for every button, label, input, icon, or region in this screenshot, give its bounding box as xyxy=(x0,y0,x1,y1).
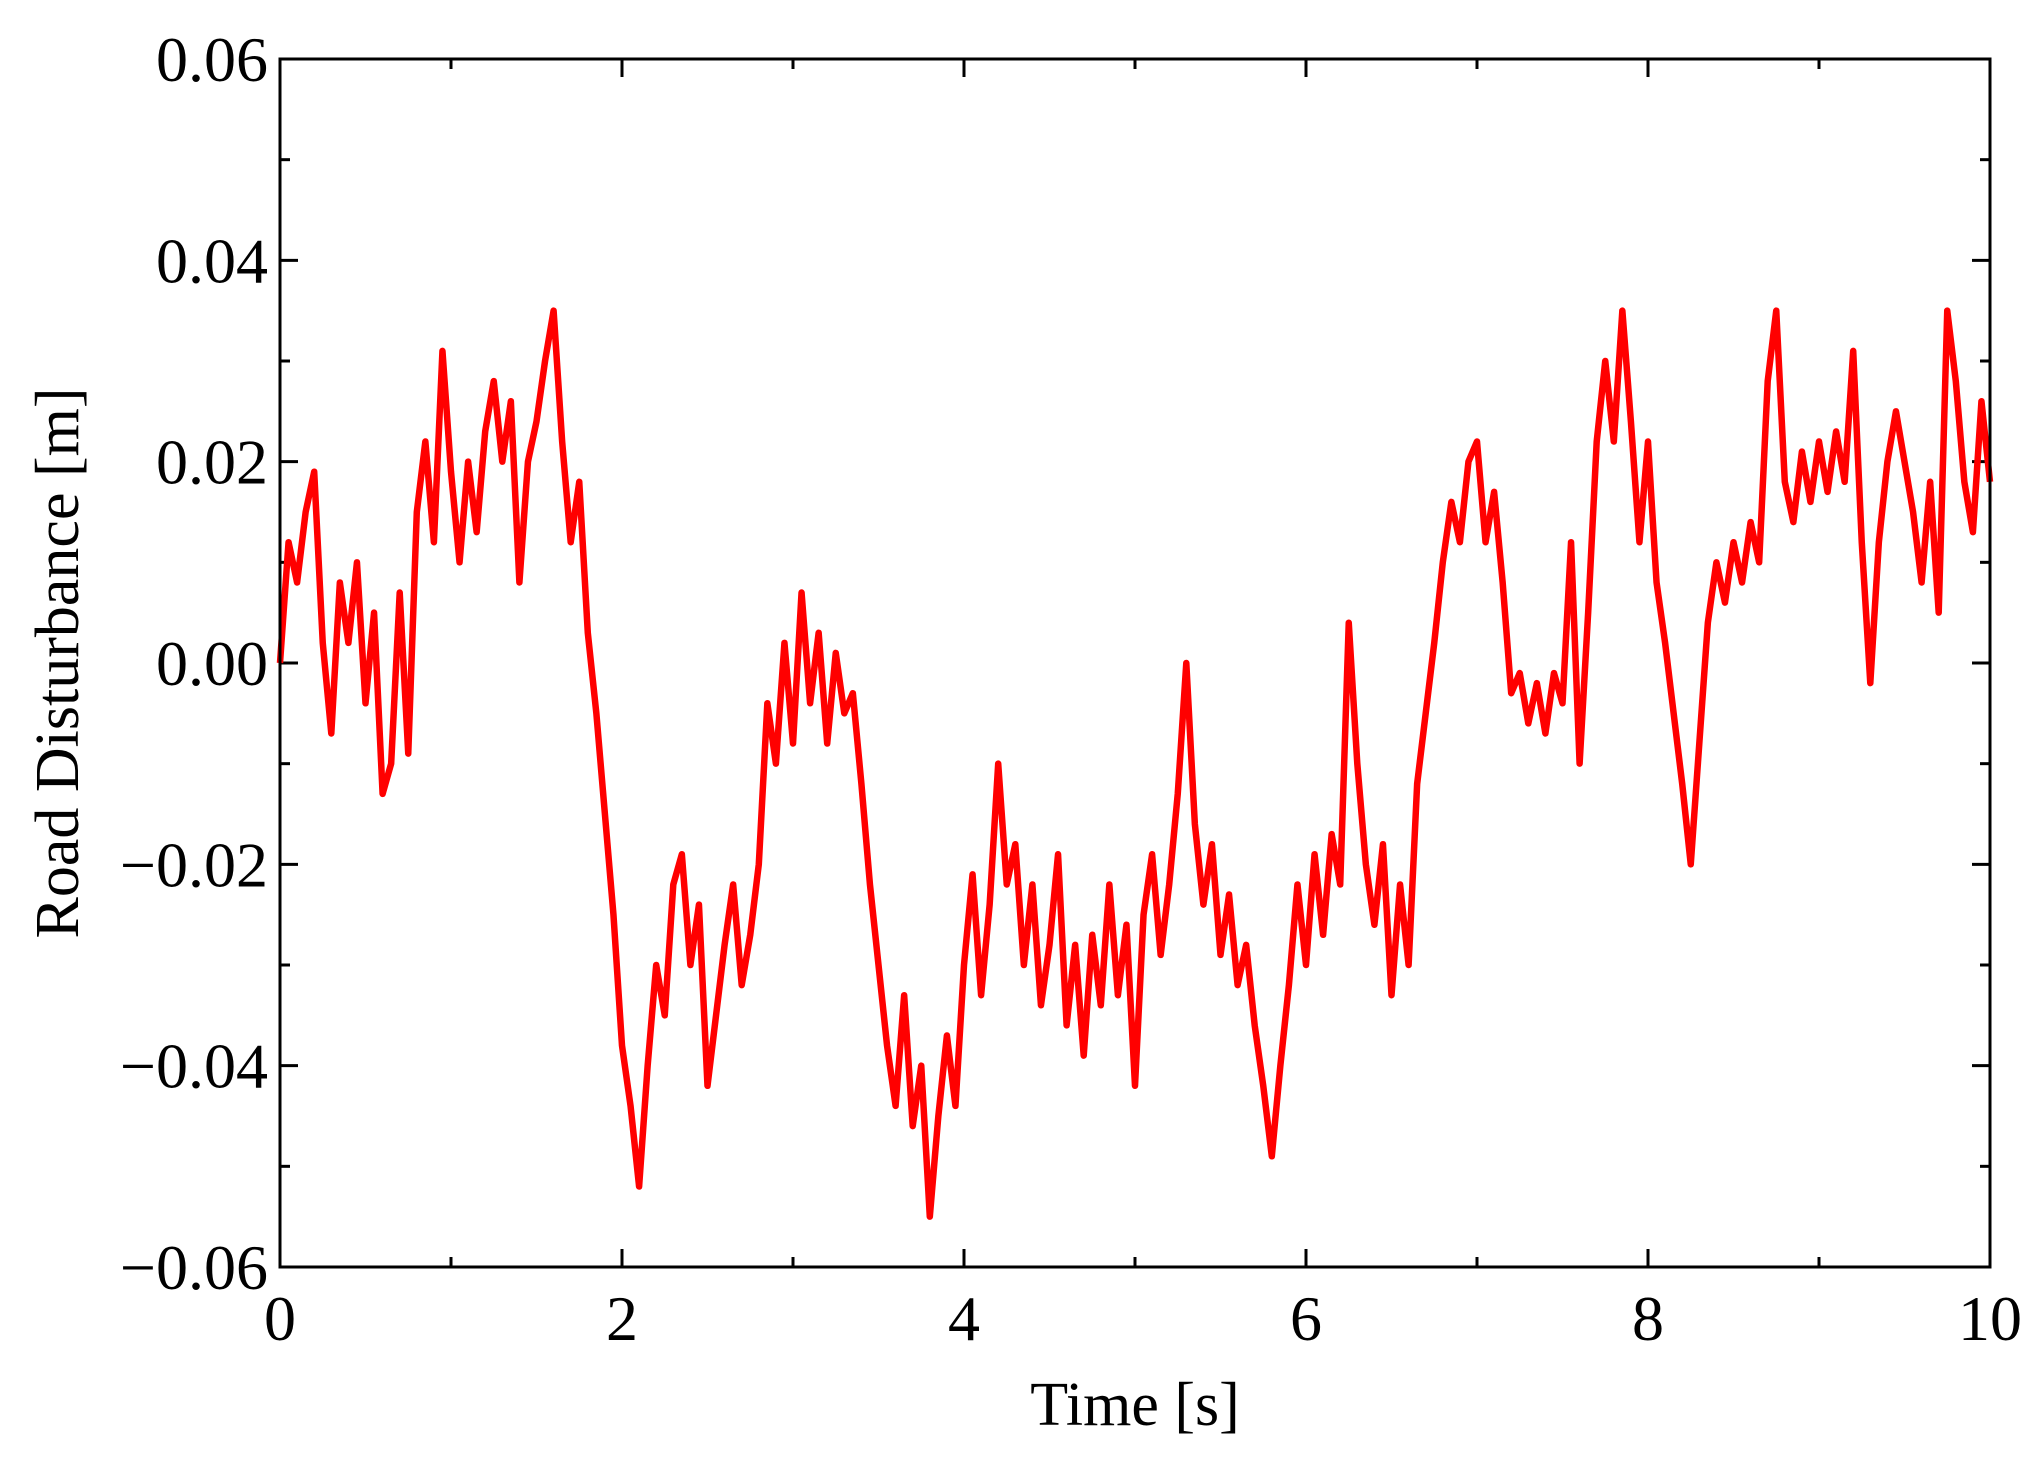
data-line xyxy=(276,307,1994,1220)
y-tick-label: −0.04 xyxy=(120,1031,268,1102)
y-tick-label: 0.06 xyxy=(156,24,268,95)
x-tick-label: 2 xyxy=(606,1283,638,1354)
x-tick-label: 0 xyxy=(264,1283,296,1354)
y-tick-label: 0.04 xyxy=(156,225,268,296)
y-tick-label: −0.02 xyxy=(120,829,268,900)
y-tick-label: 0.02 xyxy=(156,427,268,498)
y-tick-label: 0.00 xyxy=(156,628,268,699)
x-axis-title: Time [s] xyxy=(1030,1371,1240,1439)
y-axis-title: Road Disturbance [m] xyxy=(24,388,92,939)
y-tick-label: −0.06 xyxy=(120,1232,268,1303)
x-tick-label: 8 xyxy=(1632,1283,1664,1354)
x-tick-label: 10 xyxy=(1958,1283,2022,1354)
x-tick-label: 4 xyxy=(948,1283,980,1354)
x-tick-label: 6 xyxy=(1290,1283,1322,1354)
plot-frame xyxy=(278,57,1992,1269)
